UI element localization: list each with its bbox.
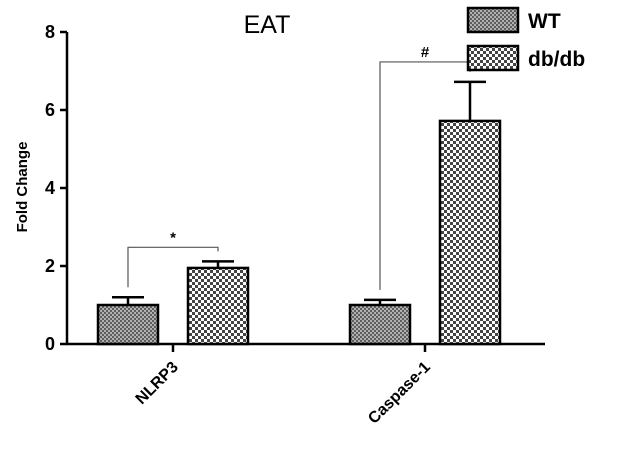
y-axis-label: Fold Change [14, 142, 31, 233]
bar-WT-nlrp3 [96, 303, 160, 346]
y-tick-label: 2 [45, 256, 55, 276]
bar-db-db-nlrp3 [186, 266, 250, 346]
y-tick-label: 4 [45, 178, 55, 198]
significance-label: # [421, 44, 430, 61]
bar-WT-caspase-1 [348, 303, 412, 346]
x-tick-label: NLRP3 [133, 359, 182, 408]
y-tick-label: 6 [45, 100, 55, 120]
x-tick-label: Caspase-1 [365, 359, 434, 428]
legend-label: WT [528, 10, 561, 33]
legend-label: db/db [528, 48, 585, 71]
bar-db-db-caspase-1 [438, 119, 502, 346]
significance-bracket [127, 246, 219, 288]
legend: WT db/db [466, 6, 585, 72]
y-tick-label: 8 [45, 22, 55, 42]
chart-title: EAT [244, 11, 291, 39]
legend-swatch-WT [466, 6, 520, 34]
significance-label: * [170, 229, 176, 246]
legend-swatch-db-db [466, 44, 520, 72]
y-tick-label: 0 [45, 334, 55, 354]
